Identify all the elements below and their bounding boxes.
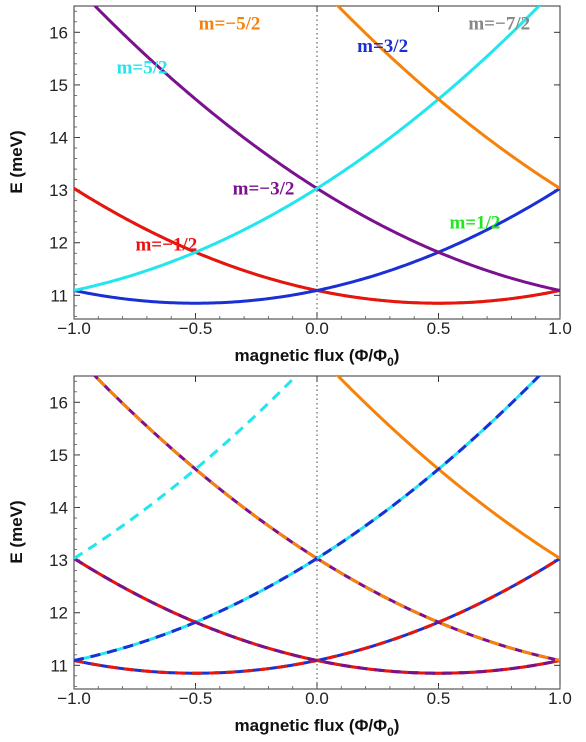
dashed-series-line xyxy=(74,557,560,675)
dashed-series-line xyxy=(92,376,560,662)
x-axis-label: magnetic flux (Φ/Φ0) xyxy=(235,346,400,369)
x-tick-label: 0.5 xyxy=(427,689,451,708)
x-tick-label: 1.0 xyxy=(548,319,572,338)
y-tick-label: 15 xyxy=(49,76,68,95)
series-line xyxy=(74,187,560,305)
y-tick-label: 12 xyxy=(49,234,68,253)
series-label: m=−3/2 xyxy=(233,178,295,199)
curves xyxy=(74,376,560,675)
series-line xyxy=(335,376,560,560)
x-axis-label: magnetic flux (Φ/Φ0) xyxy=(235,716,400,739)
series-line xyxy=(74,6,542,292)
x-tick-label: 0.0 xyxy=(305,689,329,708)
y-tick-label: 13 xyxy=(49,181,68,200)
x-tick-label: −0.5 xyxy=(179,319,213,338)
dashed-series-line xyxy=(74,376,542,662)
series-label: m=−5/2 xyxy=(199,14,261,35)
y-tick-label: 14 xyxy=(49,129,68,148)
curves xyxy=(74,6,560,305)
y-axis-label: E (meV) xyxy=(7,500,26,563)
y-tick-label: 16 xyxy=(49,23,68,42)
y-tick-label: 11 xyxy=(50,286,68,305)
series-label: m=−1/2 xyxy=(135,235,197,256)
y-axis-label: E (meV) xyxy=(7,130,26,193)
y-tick-label: 13 xyxy=(49,551,68,570)
x-tick-label: −0.5 xyxy=(179,689,213,708)
y-tick-label: 14 xyxy=(49,499,68,518)
y-tick-label: 15 xyxy=(49,446,68,465)
y-tick-label: 16 xyxy=(49,393,68,412)
x-tick-label: 0.0 xyxy=(305,319,329,338)
x-tick-label: 0.5 xyxy=(427,319,451,338)
x-tick-label: −1.0 xyxy=(57,689,91,708)
y-tick-label: 11 xyxy=(50,656,68,675)
series-line xyxy=(335,6,560,190)
y-tick-label: 12 xyxy=(49,604,68,623)
panel-bottom: −1.0 −0.5 0.0 0.5 1.0 11 12 13 14 15 16 magnetic fl… xyxy=(7,375,572,739)
panel-top: −1.0 −0.5 0.0 0.5 1.0 11 12 13 14 15 16 m=5/2 m=−5/2… xyxy=(7,5,572,369)
series-label: m=−7/2 xyxy=(468,14,530,35)
series-label: m=3/2 xyxy=(357,36,408,57)
series-label: m=1/2 xyxy=(449,213,500,234)
x-tick-label: −1.0 xyxy=(57,319,91,338)
series-label: m=5/2 xyxy=(117,57,168,78)
x-tick-label: 1.0 xyxy=(548,689,572,708)
